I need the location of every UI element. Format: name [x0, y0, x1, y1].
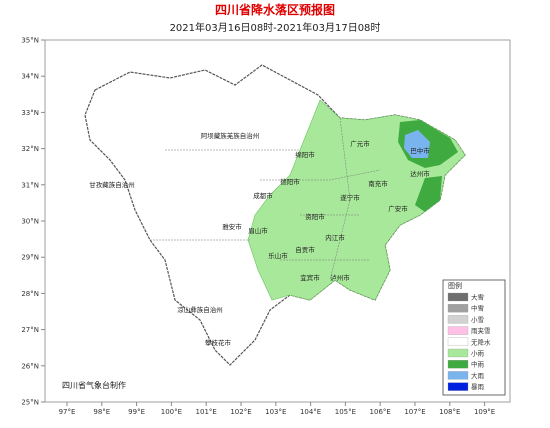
- lon-label: 100°E: [161, 408, 182, 416]
- place-label: 甘孜藏族自治州: [89, 180, 135, 189]
- lat-label: 25°N: [21, 399, 39, 407]
- legend-label: 小雪: [471, 315, 484, 324]
- lon-label: 106°E: [370, 408, 391, 416]
- legend-label: 小雨: [471, 349, 485, 358]
- place-label: 内江市: [325, 233, 345, 242]
- lat-label: 32°N: [21, 145, 39, 153]
- lon-label: 99°E: [128, 408, 145, 416]
- legend-label: 大雨: [471, 371, 485, 380]
- legend-label: 大雪: [471, 293, 484, 302]
- title: 四川省降水落区预报图: [215, 2, 335, 17]
- lon-label: 97°E: [59, 408, 76, 416]
- place-label: 南充市: [368, 179, 388, 188]
- place-label: 自贡市: [295, 245, 315, 254]
- place-label: 广元市: [350, 139, 370, 148]
- legend-swatch: [447, 382, 469, 391]
- legend-swatch: [447, 315, 469, 324]
- lon-label: 98°E: [93, 408, 110, 416]
- place-label: 宜宾市: [300, 273, 320, 282]
- heavy-rain-area: [404, 130, 430, 158]
- legend-swatch: [447, 360, 469, 369]
- place-label: 阿坝藏族羌族自治州: [201, 131, 260, 140]
- place-label: 攀枝花市: [205, 338, 232, 347]
- lat-label: 35°N: [21, 37, 39, 45]
- footer: 四川省气象台制作: [62, 380, 126, 390]
- place-label: 眉山市: [248, 226, 268, 235]
- legend-swatch: [447, 348, 469, 358]
- lat-label: 28°N: [21, 290, 39, 298]
- legend-swatch: [447, 326, 469, 335]
- place-label: 成都市: [253, 191, 273, 200]
- legend-label: 无降水: [471, 337, 491, 346]
- legend-swatch: [447, 371, 469, 380]
- lon-label: 109°E: [474, 408, 495, 416]
- place-label: 巴中市: [410, 146, 430, 155]
- place-label: 广安市: [388, 204, 408, 213]
- place-label: 乐山市: [268, 251, 288, 260]
- lon-label: 107°E: [404, 408, 425, 416]
- subtitle: 2021年03月16日08时-2021年03月17日08时: [170, 21, 381, 34]
- lon-label: 108°E: [439, 408, 460, 416]
- lat-label: 31°N: [21, 181, 39, 189]
- place-label: 德阳市: [280, 177, 300, 186]
- place-label: 凉山彝族自治州: [177, 305, 223, 314]
- place-label: 泸州市: [330, 273, 350, 282]
- lat-label: 27°N: [21, 326, 39, 334]
- lon-label: 101°E: [196, 408, 217, 416]
- lon-label: 103°E: [265, 408, 286, 416]
- legend-swatch: [447, 337, 469, 346]
- lat-label: 33°N: [21, 109, 39, 117]
- legend-label: 中雪: [471, 304, 484, 313]
- lat-label: 29°N: [21, 254, 39, 262]
- lon-label: 102°E: [230, 408, 251, 416]
- lat-label: 30°N: [21, 218, 39, 226]
- legend-label: 雨夹雪: [471, 326, 491, 335]
- city-borders: [150, 117, 381, 281]
- lon-label: 104°E: [300, 408, 321, 416]
- legend-swatch: [447, 304, 469, 313]
- legend-label: 暴雨: [471, 383, 485, 391]
- legend-title: 图例: [448, 281, 462, 290]
- legend-label: 中雨: [471, 360, 485, 369]
- lat-label: 34°N: [21, 73, 39, 81]
- place-label: 遂宁市: [340, 193, 360, 202]
- place-label: 达州市: [410, 169, 430, 178]
- place-label: 资阳市: [305, 212, 325, 221]
- legend-swatch: [447, 292, 469, 302]
- moderate-rain-area: [415, 176, 442, 212]
- lon-label: 105°E: [335, 408, 356, 416]
- place-label: 绵阳市: [295, 150, 315, 159]
- place-label: 雅安市: [222, 222, 242, 231]
- lat-label: 26°N: [21, 362, 39, 370]
